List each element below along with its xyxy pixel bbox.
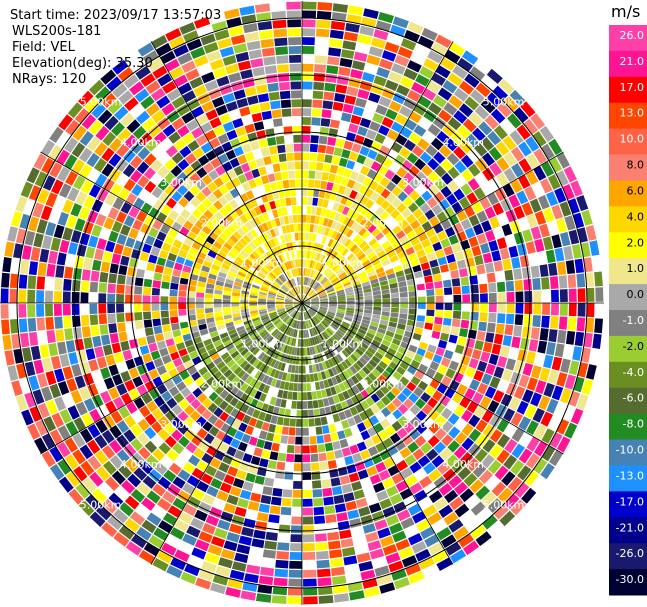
range-ring-label: 1.00km	[322, 257, 364, 270]
nrays-text: NRays: 120	[12, 72, 86, 87]
colorbar-tick-label: -30.0	[616, 573, 644, 586]
colorbar-swatch	[609, 206, 647, 233]
range-ring-label: 4.00km	[120, 458, 162, 471]
colorbar-tick-label: -2.0	[623, 340, 644, 353]
azimuth-spoke	[301, 302, 454, 565]
range-ring-label: 4.00km	[442, 136, 484, 149]
range-ring-label: 1.00km	[322, 337, 364, 350]
colorbar-tick-label: 6.0	[627, 185, 645, 198]
colorbar-tick-label: -17.0	[616, 495, 644, 508]
range-ring-label: 2.00km	[201, 216, 243, 229]
colorbar-tick-label: 10.0	[620, 133, 645, 146]
range-ring-label: 2.00km	[362, 216, 404, 229]
range-ring-label: 1.00km	[241, 257, 283, 270]
range-ring-label: 5.00km	[483, 96, 525, 109]
colorbar-unit: m/s	[611, 2, 640, 21]
colorbar-tick-label: -6.0	[623, 392, 644, 405]
azimuth-spoke	[150, 41, 303, 304]
colorbar-swatch	[609, 180, 647, 207]
colorbar-swatch	[609, 361, 647, 389]
azimuth-spokes	[0, 1, 604, 605]
colorbar: m/s 26.0 21.0 17.0 13.0 10.0 8.0 6.0 4.0 2.0 1.0 0…	[609, 2, 647, 596]
azimuth-spoke	[40, 151, 303, 304]
field-text: Field: VEL	[12, 40, 76, 55]
range-ring-label: 5.00km	[80, 96, 122, 109]
colorbar-tick-label: -10.0	[616, 444, 644, 457]
colorbar-tick-label: 2.0	[627, 236, 645, 249]
colorbar-tick-label: 17.0	[620, 81, 645, 94]
colorbar-swatch	[609, 517, 647, 544]
colorbar-tick-label: -13.0	[616, 470, 644, 483]
colorbar-swatch	[609, 128, 647, 155]
azimuth-spoke	[150, 302, 303, 565]
start-time-text: Start time: 2023/09/17 13:57:03	[10, 8, 221, 23]
range-ring-label: 1.00km	[241, 337, 283, 350]
colorbar-swatch	[609, 258, 647, 285]
colorbar-swatch	[609, 569, 647, 596]
range-ring-label: 4.00km	[120, 136, 162, 149]
info-block: Start time: 2023/09/17 13:57:03 WLS200s-…	[10, 8, 221, 87]
range-ring-label: 2.00km	[362, 378, 404, 391]
colorbar-swatch	[609, 25, 647, 52]
colorbar-swatch	[609, 154, 647, 181]
colorbar-tick-label: 0.0	[627, 288, 645, 301]
colorbar-tick-label: -21.0	[616, 521, 644, 534]
colorbar-swatch	[609, 232, 647, 259]
azimuth-spoke	[301, 151, 564, 304]
range-ring-label: 3.00km	[160, 418, 202, 431]
colorbar-tick-label: 1.0	[627, 262, 645, 275]
colorbar-tick-label: -8.0	[623, 418, 644, 431]
colorbar-swatch	[609, 465, 647, 492]
colorbar-swatch	[609, 413, 647, 440]
range-ring-label: 3.00km	[160, 176, 202, 189]
colorbar-tick-label: 26.0	[620, 29, 645, 42]
colorbar-swatch	[609, 491, 647, 518]
colorbar-swatch	[609, 439, 647, 466]
range-ring-label: 5.00km	[483, 499, 525, 512]
instrument-text: WLS200s-181	[12, 24, 101, 39]
azimuth-spoke	[301, 302, 564, 455]
colorbar-tick-label: -4.0	[623, 366, 644, 379]
azimuth-spoke	[40, 302, 303, 455]
range-ring-label: 3.00km	[402, 418, 444, 431]
colorbar-swatch	[609, 76, 647, 104]
range-ring-label: 5.00km	[80, 499, 122, 512]
colorbar-swatch	[609, 310, 647, 337]
colorbar-tick-label: 13.0	[620, 107, 645, 120]
colorbar-swatch	[609, 543, 647, 570]
azimuth-spoke	[301, 41, 454, 304]
colorbar-swatch	[609, 102, 647, 130]
radar-disc	[0, 1, 604, 605]
colorbar-tick-label: 8.0	[627, 159, 645, 172]
colorbar-swatch	[609, 50, 647, 78]
colorbar-swatch	[609, 335, 647, 363]
colorbar-tick-label: -26.0	[616, 547, 644, 560]
colorbar-swatch	[609, 284, 647, 311]
colorbar-tick-label: 21.0	[620, 55, 645, 68]
range-ring-label: 4.00km	[442, 458, 484, 471]
colorbar-tick-label: -1.0	[623, 314, 644, 327]
range-ring-label: 3.00km	[402, 176, 444, 189]
colorbar-tick-label: 4.0	[627, 210, 645, 223]
colorbar-swatch	[609, 387, 647, 415]
elevation-text: Elevation(deg): 35.30	[12, 56, 153, 71]
range-ring-label: 2.00km	[201, 378, 243, 391]
range-ring-labels: 1.00km 1.00km 1.00km 1.00km 2.00km 2.00km 2.00…	[80, 96, 525, 512]
